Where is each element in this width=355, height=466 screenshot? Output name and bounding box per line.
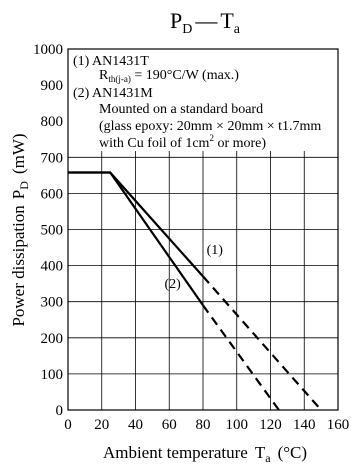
x-tick-label-160: 160 bbox=[327, 417, 350, 433]
series-2-solid-line bbox=[68, 171, 204, 306]
series-2-dashed-line bbox=[202, 304, 280, 411]
x-tick-label-60: 60 bbox=[162, 417, 177, 433]
y-tick-label-600: 600 bbox=[41, 186, 64, 202]
chart-title: PD — Ta bbox=[170, 8, 241, 37]
x-tick-label-100: 100 bbox=[226, 417, 249, 433]
legend-line-3: (2) AN1431M bbox=[73, 86, 153, 101]
y-tick-label-200: 200 bbox=[41, 331, 64, 347]
y-tick-label-1000: 1000 bbox=[33, 42, 63, 58]
y-axis-label: Power dissipationPD(mW) bbox=[9, 133, 31, 326]
x-tick-label-40: 40 bbox=[128, 417, 143, 433]
legend-line-4: Mounted on a standard board bbox=[99, 102, 263, 117]
y-tick-label-700: 700 bbox=[41, 150, 64, 166]
legend-line-6: with Cu foil of 1cm2 or more) bbox=[99, 133, 266, 151]
series-1-dashed-line bbox=[202, 275, 322, 411]
legend-box bbox=[68, 49, 338, 151]
x-tick-label-120: 120 bbox=[259, 417, 282, 433]
y-tick-label-0: 0 bbox=[56, 403, 64, 419]
y-tick-label-800: 800 bbox=[41, 114, 64, 130]
y-tick-label-900: 900 bbox=[41, 78, 64, 94]
x-tick-label-20: 20 bbox=[94, 417, 109, 433]
y-tick-label-400: 400 bbox=[41, 259, 64, 275]
y-tick-label-300: 300 bbox=[41, 295, 64, 311]
y-tick-label-100: 100 bbox=[41, 367, 64, 383]
curve-label-1: (1) bbox=[207, 243, 224, 258]
legend-line-2: Rth(j-a) = 190°C/W (max.) bbox=[99, 68, 239, 84]
plot-frame bbox=[67, 48, 339, 411]
x-tick-label-0: 0 bbox=[64, 417, 72, 433]
curve-label-2: (2) bbox=[164, 277, 181, 292]
series-lines bbox=[68, 171, 322, 411]
legend-line-5: (glass epoxy: 20mm × 20mm × t1.7mm bbox=[99, 119, 321, 134]
axis-ticks: 0 20 40 60 80 100 120 140 160 0 100 200 300 400 500 600… bbox=[33, 42, 349, 433]
legend: (1) AN1431T Rth(j-a) = 190°C/W (max.) (2… bbox=[73, 54, 321, 151]
x-tick-label-80: 80 bbox=[196, 417, 211, 433]
legend-line-1: (1) AN1431T bbox=[73, 54, 149, 69]
curve-labels: (1) (2) bbox=[164, 243, 223, 292]
x-axis-label: Ambient temperature Ta (°C) bbox=[103, 443, 307, 465]
x-tick-label-140: 140 bbox=[293, 417, 316, 433]
y-tick-label-500: 500 bbox=[41, 223, 64, 239]
title-sub-d: D bbox=[182, 22, 192, 37]
